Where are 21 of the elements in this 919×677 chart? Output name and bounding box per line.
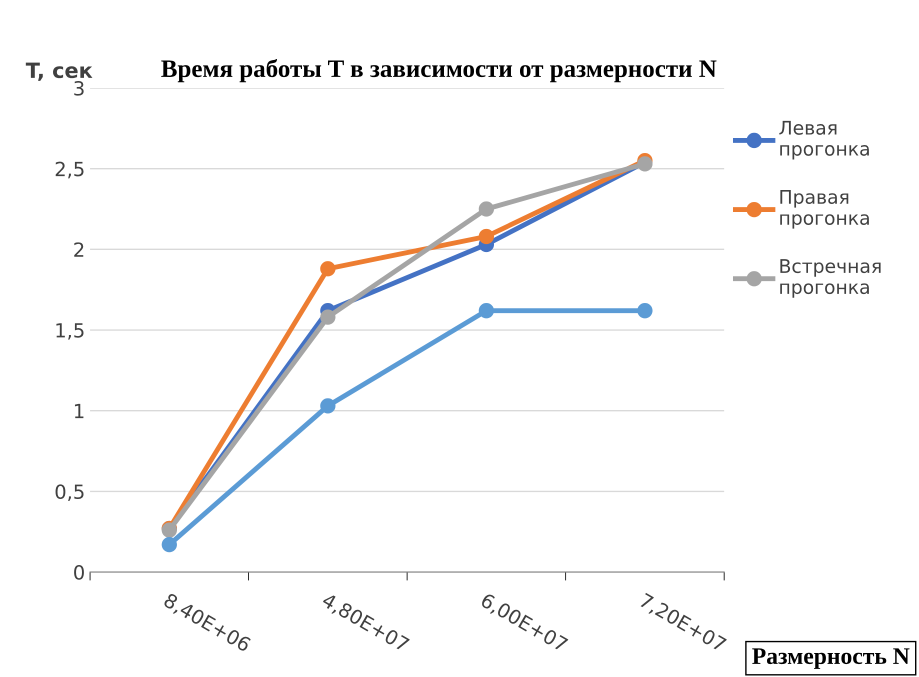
- y-axis-title: T, сек: [26, 62, 92, 81]
- y-tick-label: 1,5: [56, 323, 84, 340]
- y-tick-label: 1: [74, 404, 84, 418]
- y-tick-label: 0,5: [56, 484, 84, 502]
- point: [162, 536, 177, 552]
- point: [478, 228, 494, 244]
- point: [478, 303, 494, 318]
- point: [478, 201, 494, 217]
- legend-label: Левая прогонка: [779, 120, 869, 160]
- point: [320, 398, 336, 414]
- legend-label: Встречная прогонка: [780, 259, 881, 298]
- y-tick-label: 2,5: [56, 162, 84, 178]
- point: [320, 261, 336, 276]
- point: [637, 303, 653, 318]
- y-tick-label: 2: [74, 242, 84, 257]
- y-tick-label: 3: [74, 80, 84, 96]
- legend-label: Правая прогонка: [780, 190, 869, 229]
- y-tick-label: 0: [74, 565, 84, 580]
- point: [320, 309, 336, 325]
- x-axis-title: Размерность N: [752, 648, 910, 669]
- chart-title: Время работы T в зависимости от размерности N: [161, 59, 716, 82]
